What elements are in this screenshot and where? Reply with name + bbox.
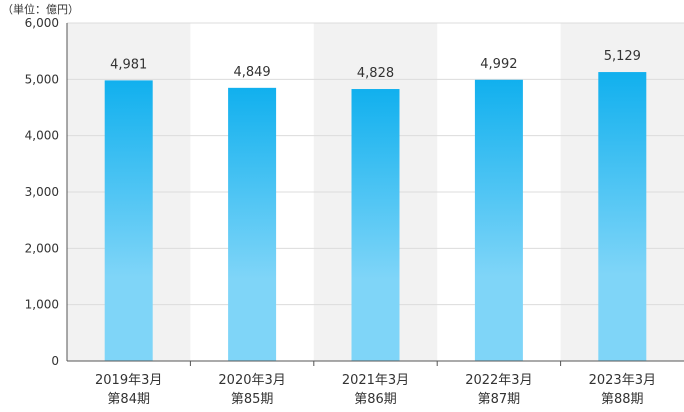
x-tick-label: 第88期 xyxy=(601,392,644,407)
value-label: 4,828 xyxy=(357,66,394,81)
y-tick-label: 1,000 xyxy=(25,298,59,312)
bar xyxy=(228,87,277,362)
x-tick-label: 2019年3月 xyxy=(95,373,162,388)
x-tick-label: 第84期 xyxy=(107,392,150,407)
value-label: 4,981 xyxy=(110,57,147,72)
bar xyxy=(598,72,647,361)
x-tick-label: 2020年3月 xyxy=(218,373,285,388)
x-tick-label: 第86期 xyxy=(354,392,397,407)
value-label: 4,849 xyxy=(233,65,270,80)
bar xyxy=(351,89,400,361)
value-label: 5,129 xyxy=(604,49,641,64)
y-axis-ticks: 0 1,000 2,000 3,000 4,000 5,000 6,000 xyxy=(25,16,59,368)
x-tick-label: 2023年3月 xyxy=(589,373,656,388)
y-tick-label: 5,000 xyxy=(25,72,59,86)
y-tick-label: 4,000 xyxy=(25,129,59,143)
x-tick-label: 第85期 xyxy=(231,392,274,407)
y-tick-label: 6,000 xyxy=(25,16,59,30)
axes xyxy=(66,23,684,366)
unit-label: （単位：億円） xyxy=(2,3,79,16)
value-labels: 4,981 4,849 4,828 4,992 5,129 xyxy=(110,49,641,81)
bar xyxy=(104,80,153,362)
y-tick-label: 0 xyxy=(51,354,59,368)
y-tick-label: 3,000 xyxy=(25,185,59,199)
value-label: 4,992 xyxy=(480,57,517,72)
x-tick-label: 2022年3月 xyxy=(465,373,532,388)
y-tick-label: 2,000 xyxy=(25,241,59,255)
bar xyxy=(474,79,523,361)
bars xyxy=(104,72,647,362)
x-tick-label: 第87期 xyxy=(478,392,521,407)
x-tick-label: 2021年3月 xyxy=(342,373,409,388)
